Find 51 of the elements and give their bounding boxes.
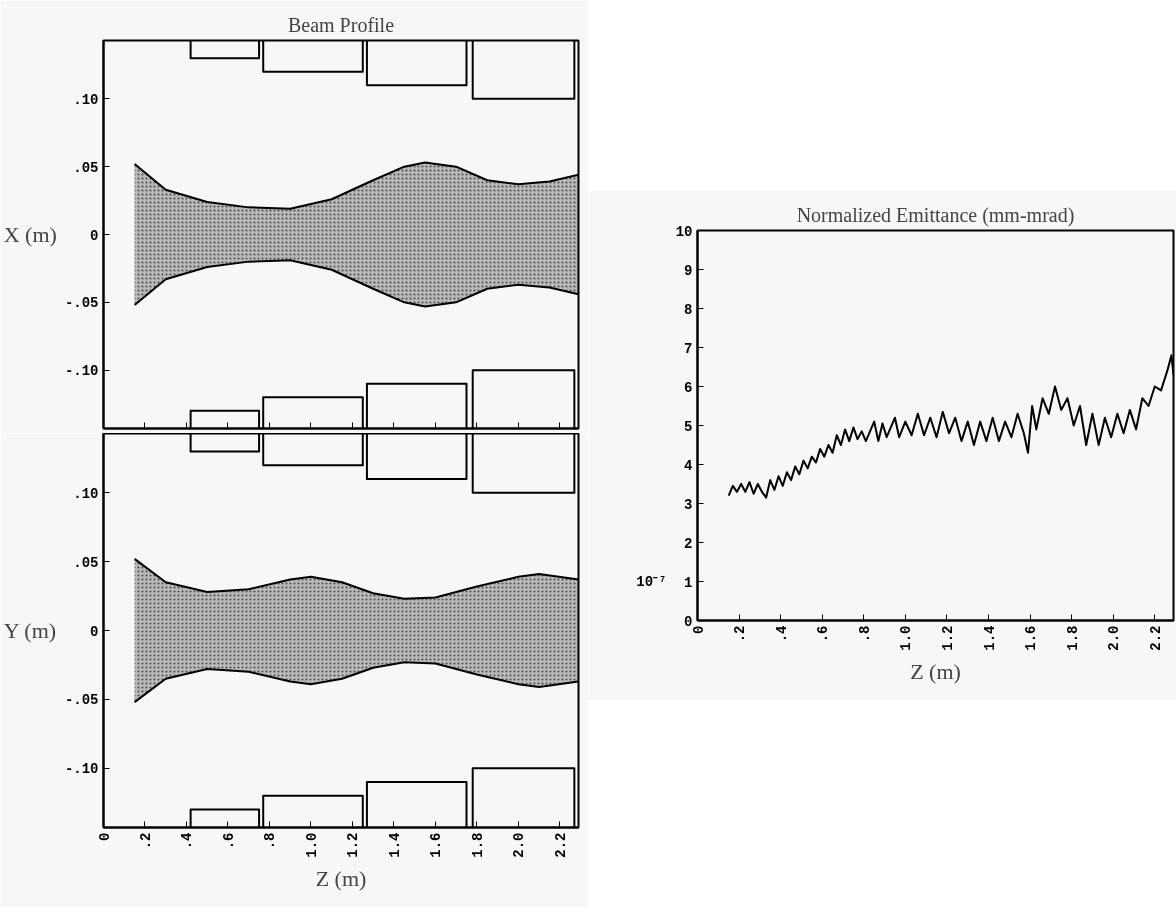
- x-tick-label: .6: [220, 832, 237, 850]
- x-tick-label: 1.4: [386, 832, 403, 858]
- y-tick-label: .05: [73, 554, 99, 571]
- x-tick-label: 0: [690, 625, 707, 634]
- y-tick-label: .05: [73, 159, 99, 176]
- y-tick-label: 5: [684, 418, 693, 435]
- y-tick-label: 9: [684, 262, 693, 279]
- x-tick-label: 2.0: [1106, 625, 1123, 651]
- y-axis-title: X (m): [3, 222, 57, 247]
- x-tick-label: .8: [856, 625, 873, 643]
- x-tick-label: 1.6: [428, 832, 445, 858]
- x-tick-label: 2.0: [511, 832, 528, 858]
- x-tick-label: 1.8: [1064, 625, 1081, 651]
- x-tick-label: 0: [96, 832, 113, 841]
- x-axis-title: Z (m): [910, 658, 961, 684]
- x-tick-label: 1.0: [898, 625, 915, 651]
- y-tick-label: 7: [684, 340, 693, 357]
- y-tick-label: 3: [684, 496, 693, 513]
- y-axis-title: Y (m): [3, 618, 57, 643]
- text: 10⁻⁷: [636, 573, 667, 590]
- y-tick-label: 6: [684, 379, 693, 396]
- x-tick-label: 2.2: [1147, 625, 1164, 651]
- x-tick-label: 1.4: [981, 625, 998, 651]
- y-tick-label: -.05: [64, 295, 99, 312]
- x-tick-label: .4: [773, 625, 790, 643]
- x-tick-label: .6: [815, 625, 832, 643]
- x-tick-label: 1.2: [939, 625, 956, 651]
- y-tick-label: -.10: [64, 761, 99, 778]
- y-tick-label: -.10: [64, 363, 99, 380]
- y-tick-label: 0: [90, 227, 99, 244]
- x-tick-label: 2.2: [552, 832, 569, 858]
- chart-title: Normalized Emittance (mm-mrad): [796, 203, 1075, 227]
- x-tick-label: 1.8: [469, 832, 486, 858]
- y-tick-label: 0: [684, 613, 693, 630]
- y-tick-label: 10: [675, 223, 693, 240]
- x-tick-label: 1.0: [303, 832, 320, 858]
- chart-title: Beam Profile: [287, 13, 395, 36]
- x-tick-label: .4: [179, 832, 196, 850]
- x-tick-label: .2: [137, 832, 154, 850]
- x-tick-label: .8: [262, 832, 279, 850]
- y-tick-label: 1: [684, 574, 693, 591]
- y-tick-label: 8: [684, 301, 693, 318]
- x-axis-title: Z (m): [315, 865, 367, 891]
- y-tick-label: .10: [73, 91, 99, 108]
- x-tick-label: 1.2: [345, 832, 362, 858]
- y-tick-label: 2: [684, 535, 693, 552]
- y-tick-label: -.05: [64, 692, 99, 709]
- x-tick-label: .2: [732, 625, 749, 643]
- y-tick-label: .10: [73, 485, 99, 502]
- y-tick-label: 4: [684, 457, 693, 474]
- x-tick-label: 1.6: [1023, 625, 1040, 651]
